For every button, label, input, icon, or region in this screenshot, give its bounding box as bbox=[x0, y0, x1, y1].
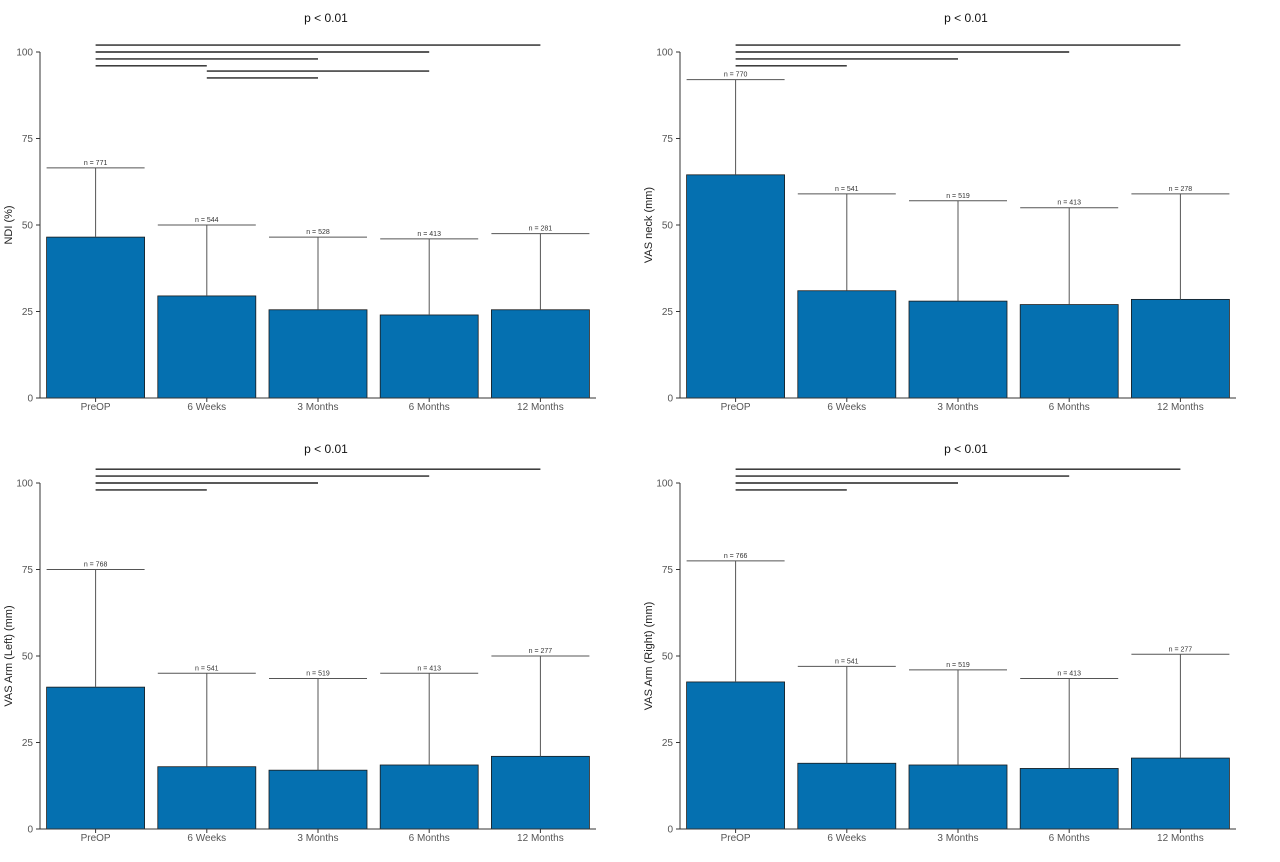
n-label: n = 771 bbox=[84, 160, 108, 167]
y-tick-label: 25 bbox=[22, 307, 34, 318]
bar bbox=[686, 174, 785, 399]
x-tick-label: 12 Months bbox=[517, 833, 564, 844]
n-label: n = 544 bbox=[195, 217, 219, 224]
bar bbox=[46, 686, 145, 830]
y-tick-label: 75 bbox=[662, 565, 674, 576]
y-tick-label: 25 bbox=[22, 738, 34, 749]
y-tick-label: 25 bbox=[662, 307, 674, 318]
x-tick-label: 6 Months bbox=[409, 402, 450, 413]
y-axis-label: VAS Arm (Left) (mm) bbox=[3, 605, 15, 706]
x-tick-label: 6 Months bbox=[409, 833, 450, 844]
bar bbox=[686, 681, 785, 830]
chart-title: p < 0.01 bbox=[304, 442, 348, 456]
n-label: n = 766 bbox=[724, 553, 748, 560]
bar bbox=[379, 764, 479, 830]
x-tick-label: 6 Months bbox=[1049, 833, 1090, 844]
bar bbox=[908, 300, 1008, 399]
x-tick-label: PreOP bbox=[81, 402, 111, 413]
n-label: n = 413 bbox=[417, 231, 441, 238]
x-tick-label: 6 Weeks bbox=[827, 833, 866, 844]
y-tick-label: 50 bbox=[22, 221, 34, 232]
n-label: n = 413 bbox=[1057, 670, 1081, 677]
bar bbox=[157, 295, 257, 399]
chart-svg: p < 0.01 VAS neck (mm) 0 25 50 75 100 n = 770 Pr… bbox=[643, 11, 1236, 413]
n-label: n = 519 bbox=[306, 670, 330, 677]
bar bbox=[797, 290, 897, 399]
y-tick-label: 50 bbox=[662, 652, 674, 663]
y-tick-label: 100 bbox=[656, 479, 673, 490]
chart-panel-vas-neck: p < 0.01 VAS neck (mm) 0 25 50 75 100 n = 770 Pr… bbox=[640, 0, 1280, 431]
bar bbox=[490, 755, 590, 830]
chart-panel-vas-arm-left: p < 0.01 VAS Arm (Left) (mm) 0 25 50 75 100 n =… bbox=[0, 431, 640, 862]
x-tick-label: PreOP bbox=[81, 833, 111, 844]
n-label: n = 278 bbox=[1169, 186, 1193, 193]
y-tick-label: 0 bbox=[27, 825, 33, 836]
n-label: n = 281 bbox=[529, 226, 553, 233]
x-tick-label: 3 Months bbox=[937, 402, 978, 413]
x-tick-label: 3 Months bbox=[297, 833, 338, 844]
chart-svg: p < 0.01 NDI (%) 0 25 50 75 100 n = 771 PreOP n =… bbox=[3, 11, 596, 413]
x-tick-label: PreOP bbox=[721, 833, 751, 844]
chart-panel-ndi: p < 0.01 NDI (%) 0 25 50 75 100 n = 771 PreOP n =… bbox=[0, 0, 640, 431]
y-axis-label: NDI (%) bbox=[3, 205, 15, 244]
bar bbox=[157, 766, 257, 830]
chart-title: p < 0.01 bbox=[944, 11, 988, 25]
x-tick-label: 6 Months bbox=[1049, 402, 1090, 413]
y-tick-label: 0 bbox=[667, 394, 673, 405]
bar bbox=[797, 762, 897, 830]
y-tick-label: 75 bbox=[22, 565, 34, 576]
y-tick-label: 75 bbox=[662, 134, 674, 145]
bar bbox=[1019, 768, 1119, 830]
bar bbox=[46, 236, 145, 399]
n-label: n = 541 bbox=[835, 186, 859, 193]
y-tick-label: 0 bbox=[27, 394, 33, 405]
bar bbox=[268, 309, 368, 399]
y-tick-label: 50 bbox=[22, 652, 34, 663]
bar bbox=[1130, 298, 1230, 399]
n-label: n = 277 bbox=[1169, 646, 1193, 653]
y-tick-label: 0 bbox=[667, 825, 673, 836]
bar bbox=[379, 314, 479, 399]
n-label: n = 413 bbox=[1057, 200, 1081, 207]
x-tick-label: 6 Weeks bbox=[187, 833, 226, 844]
bar bbox=[908, 764, 1008, 830]
y-axis-label: VAS neck (mm) bbox=[643, 187, 655, 263]
n-label: n = 528 bbox=[306, 229, 330, 236]
x-tick-label: 12 Months bbox=[1157, 833, 1204, 844]
chart-svg: p < 0.01 VAS Arm (Right) (mm) 0 25 50 75 100 n … bbox=[643, 442, 1236, 844]
n-label: n = 541 bbox=[195, 665, 219, 672]
chart-svg: p < 0.01 VAS Arm (Left) (mm) 0 25 50 75 100 n =… bbox=[3, 442, 596, 844]
n-label: n = 770 bbox=[724, 72, 748, 79]
bar bbox=[1019, 304, 1119, 399]
n-label: n = 768 bbox=[84, 562, 108, 569]
x-tick-label: 12 Months bbox=[1157, 402, 1204, 413]
chart-panel-vas-arm-right: p < 0.01 VAS Arm (Right) (mm) 0 25 50 75 100 n … bbox=[640, 431, 1280, 862]
y-tick-label: 100 bbox=[16, 479, 33, 490]
n-label: n = 519 bbox=[946, 662, 970, 669]
bar bbox=[490, 309, 590, 399]
y-tick-label: 25 bbox=[662, 738, 674, 749]
x-tick-label: 6 Weeks bbox=[187, 402, 226, 413]
y-tick-label: 75 bbox=[22, 134, 34, 145]
bar bbox=[1130, 757, 1230, 830]
y-axis-label: VAS Arm (Right) (mm) bbox=[643, 602, 655, 711]
n-label: n = 277 bbox=[529, 648, 553, 655]
x-tick-label: 3 Months bbox=[937, 833, 978, 844]
n-label: n = 541 bbox=[835, 658, 859, 665]
bar bbox=[268, 769, 368, 830]
chart-title: p < 0.01 bbox=[944, 442, 988, 456]
n-label: n = 413 bbox=[417, 665, 441, 672]
y-tick-label: 50 bbox=[662, 221, 674, 232]
x-tick-label: PreOP bbox=[721, 402, 751, 413]
n-label: n = 519 bbox=[946, 193, 970, 200]
x-tick-label: 6 Weeks bbox=[827, 402, 866, 413]
y-tick-label: 100 bbox=[16, 48, 33, 59]
x-tick-label: 3 Months bbox=[297, 402, 338, 413]
y-tick-label: 100 bbox=[656, 48, 673, 59]
x-tick-label: 12 Months bbox=[517, 402, 564, 413]
chart-title: p < 0.01 bbox=[304, 11, 348, 25]
